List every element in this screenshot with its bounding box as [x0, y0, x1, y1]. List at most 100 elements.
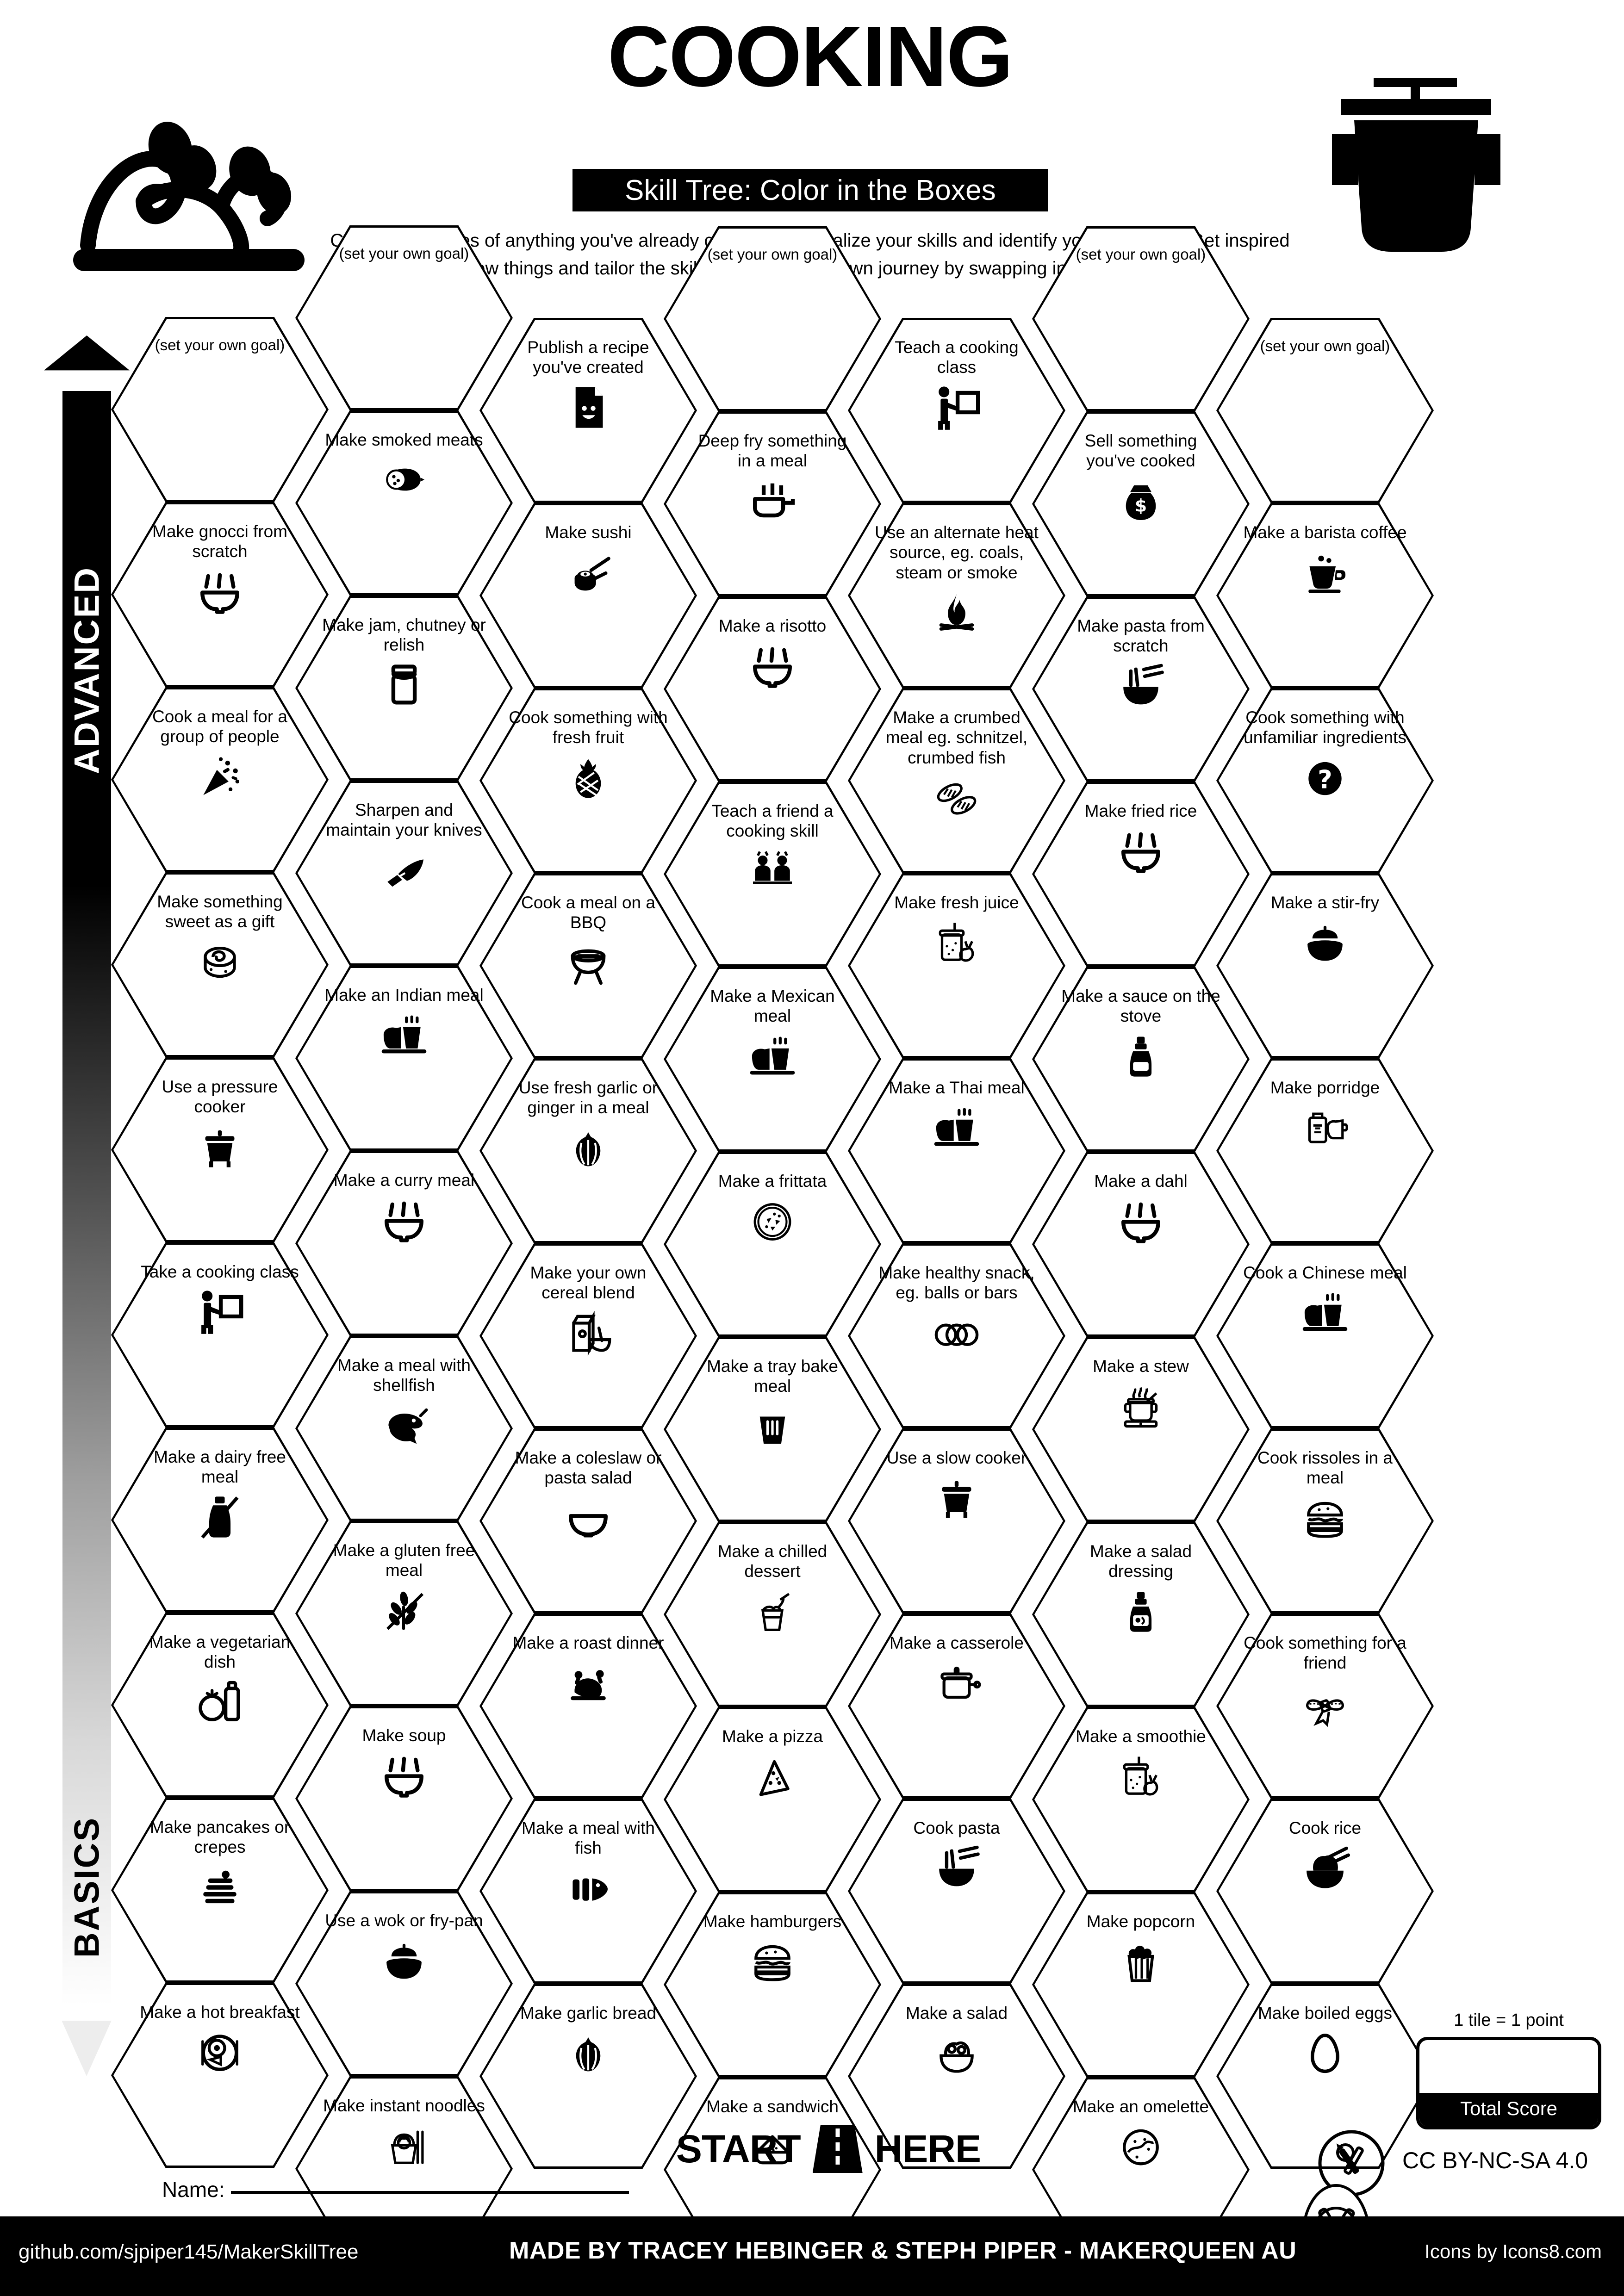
skill-hex-tile[interactable]: (set your own goal) — [664, 226, 881, 411]
skill-hex-tile[interactable]: Make a stir-fry — [1216, 873, 1434, 1058]
tray-bake-icon — [747, 1402, 798, 1451]
hex-tile-label: Make fried rice — [1084, 801, 1197, 820]
noodle-bowl-icon — [1115, 662, 1166, 710]
skill-hex-tile[interactable]: Make a barista coffee — [1216, 503, 1434, 688]
skill-hex-tile[interactable]: Make a salad — [848, 1984, 1065, 2169]
skill-hex-tile[interactable]: Deep fry something in a meal — [664, 411, 881, 596]
skill-hex-tile[interactable]: Make a vegetarian dish — [111, 1613, 329, 1798]
porridge-icon — [1300, 1103, 1350, 1152]
skill-hex-tile[interactable]: Make fresh juice — [848, 873, 1065, 1058]
skill-hex-tile[interactable]: Make an Indian meal — [295, 966, 513, 1151]
skill-hex-tile[interactable]: Cook pasta — [848, 1799, 1065, 1984]
skill-hex-tile[interactable]: Make gnocci from scratch — [111, 502, 329, 687]
hex-tile-label: Make a meal with shellfish — [337, 1356, 471, 1395]
skill-hex-tile[interactable]: Cook something with unfamiliar ingredien… — [1216, 688, 1434, 873]
no-milk-icon — [194, 1493, 245, 1541]
hex-tile-label: Make soup — [362, 1726, 446, 1745]
skill-hex-tile[interactable]: Use a slow cooker — [848, 1428, 1065, 1613]
skill-hex-tile[interactable]: Teach a cooking class — [848, 318, 1065, 503]
skill-hex-tile[interactable]: Make porridge — [1216, 1058, 1434, 1243]
skill-hex-tile[interactable]: Make smoked meats — [295, 410, 513, 596]
skill-hex-tile[interactable]: Make a risotto — [664, 596, 881, 782]
hex-tile-label: (set your own goal) — [1076, 246, 1206, 263]
hex-tile-label: Make a roast dinner — [512, 1633, 664, 1652]
skill-hex-tile[interactable]: Make a meal with fish — [479, 1799, 697, 1984]
steaming-bowl-icon — [194, 567, 245, 616]
skill-hex-tile[interactable]: Make a gluten free meal — [295, 1521, 513, 1706]
skill-hex-tile[interactable]: Make a curry meal — [295, 1151, 513, 1336]
skill-hex-tile[interactable]: Make a frittata — [664, 1152, 881, 1337]
skill-hex-tile[interactable]: Make your own cereal blend — [479, 1243, 697, 1428]
skill-hex-tile[interactable]: Make a dahl — [1032, 1152, 1250, 1337]
skill-hex-tile[interactable]: Make a coleslaw or pasta salad — [479, 1428, 697, 1613]
skill-hex-tile[interactable]: Make a Mexican meal — [664, 967, 881, 1152]
skill-hex-tile[interactable]: Cook rice — [1216, 1799, 1434, 1984]
hex-tile-label: Make fresh juice — [894, 893, 1019, 912]
name-input-line[interactable] — [231, 2191, 629, 2194]
name-field-row[interactable]: Name: — [162, 2177, 671, 2209]
hex-tile-label: (set your own goal) — [707, 246, 838, 263]
jam-jar-icon — [379, 661, 429, 709]
hex-tile-label: Make a curry meal — [333, 1171, 475, 1190]
hex-tile-label: Make a barista coffee — [1243, 523, 1407, 542]
skill-hex-tile[interactable]: Make a meal with shellfish — [295, 1336, 513, 1521]
skill-hex-tile[interactable]: Use a wok or fry-pan — [295, 1891, 513, 2076]
skill-hex-tile[interactable]: Cook a meal for a group of people — [111, 687, 329, 872]
skill-hex-tile[interactable]: Cook a meal on a BBQ — [479, 873, 697, 1058]
skill-hex-tile[interactable]: Teach a friend a cooking skill — [664, 782, 881, 967]
skill-hex-tile[interactable]: Make fried rice — [1032, 782, 1250, 967]
skill-hex-tile[interactable]: Make a Thai meal — [848, 1058, 1065, 1243]
skill-hex-tile[interactable]: Make boiled eggs — [1216, 1984, 1434, 2169]
shrimp-icon — [379, 1401, 429, 1450]
hex-tile-label: (set your own goal) — [339, 245, 469, 262]
skill-hex-tile[interactable]: Make popcorn — [1032, 1892, 1250, 2077]
skill-hex-tile[interactable]: Make sushi — [479, 503, 697, 688]
skill-hex-tile[interactable]: Make jam, chutney or relish — [295, 596, 513, 781]
skill-hex-tile[interactable]: (set your own goal) — [1032, 226, 1250, 411]
skill-hex-tile[interactable]: Make a crumbed meal eg. schnitzel, crumb… — [848, 688, 1065, 873]
hex-fill — [1034, 784, 1247, 964]
skill-hex-tile[interactable]: (set your own goal) — [295, 225, 513, 410]
skill-hex-tile[interactable]: Make a chilled dessert — [664, 1522, 881, 1707]
skill-hex-tile[interactable]: Make hamburgers — [664, 1892, 881, 2077]
skill-hex-tile[interactable]: Make pancakes or crepes — [111, 1798, 329, 1983]
hex-tile-label: Use a pressure cooker — [162, 1077, 278, 1117]
skill-hex-tile[interactable]: (set your own goal) — [111, 317, 329, 502]
skill-hex-tile[interactable]: Cook a Chinese meal — [1216, 1243, 1434, 1428]
skill-hex-tile[interactable]: Cook rissoles in a meal — [1216, 1428, 1434, 1613]
wok-icon — [1300, 918, 1350, 967]
footer-github-link[interactable]: github.com/sjpiper145/MakerSkillTree — [19, 2240, 359, 2263]
skill-hex-tile[interactable]: Make a stew — [1032, 1337, 1250, 1522]
hex-tile-label: Make a stir-fry — [1270, 893, 1380, 912]
skill-hex-tile[interactable]: Sharpen and maintain your knives — [295, 781, 513, 966]
skill-hex-tile[interactable]: Make a casserole — [848, 1613, 1065, 1799]
skill-hex-tile[interactable]: Make a salad dressing — [1032, 1522, 1250, 1707]
skill-hex-tile[interactable]: Make a roast dinner — [479, 1613, 697, 1799]
skill-hex-tile[interactable]: Make a sauce on the stove — [1032, 967, 1250, 1152]
skill-hex-tile[interactable]: Use an alternate heat source, eg. coals,… — [848, 503, 1065, 688]
skill-hex-tile[interactable]: Publish a recipe you've created — [479, 318, 697, 503]
skill-hex-tile[interactable]: Make soup — [295, 1706, 513, 1891]
skill-hex-tile[interactable]: Cook something with fresh fruit — [479, 688, 697, 873]
skill-hex-tile[interactable]: Make a tray bake meal — [664, 1337, 881, 1522]
skill-hex-tile[interactable]: Make garlic bread — [479, 1984, 697, 2169]
hex-fill — [1219, 1061, 1431, 1241]
salad-bowl-icon — [563, 1494, 614, 1542]
skill-hex-tile[interactable]: Use fresh garlic or ginger in a meal — [479, 1058, 697, 1243]
skill-hex-tile[interactable]: Use a pressure cooker — [111, 1057, 329, 1242]
skill-hex-tile[interactable]: Sell something you've cooked $ — [1032, 411, 1250, 596]
skill-hex-tile[interactable]: Make a hot breakfast — [111, 1983, 329, 2168]
skill-hex-tile[interactable]: Make pasta from scratch — [1032, 596, 1250, 782]
skill-hex-tile[interactable]: Make something sweet as a gift — [111, 872, 329, 1057]
skill-hex-tile[interactable]: Cook something for a friend — [1216, 1613, 1434, 1799]
skill-hex-tile[interactable]: Take a cooking class — [111, 1242, 329, 1427]
hex-tile-label: Cook something for a friend — [1244, 1633, 1406, 1673]
skill-hex-tile[interactable]: Make a pizza — [664, 1707, 881, 1892]
hex-tile-label: Make a chilled dessert — [717, 1542, 828, 1581]
total-score-box[interactable]: Total Score — [1416, 2037, 1601, 2129]
pizza-slice-icon — [747, 1752, 798, 1800]
skill-hex-tile[interactable]: Make healthy snack, eg. balls or bars — [848, 1243, 1065, 1428]
skill-hex-tile[interactable]: Make a smoothie — [1032, 1707, 1250, 1892]
skill-hex-tile[interactable]: Make a dairy free meal — [111, 1427, 329, 1613]
skill-hex-tile[interactable]: (set your own goal) — [1216, 318, 1434, 503]
